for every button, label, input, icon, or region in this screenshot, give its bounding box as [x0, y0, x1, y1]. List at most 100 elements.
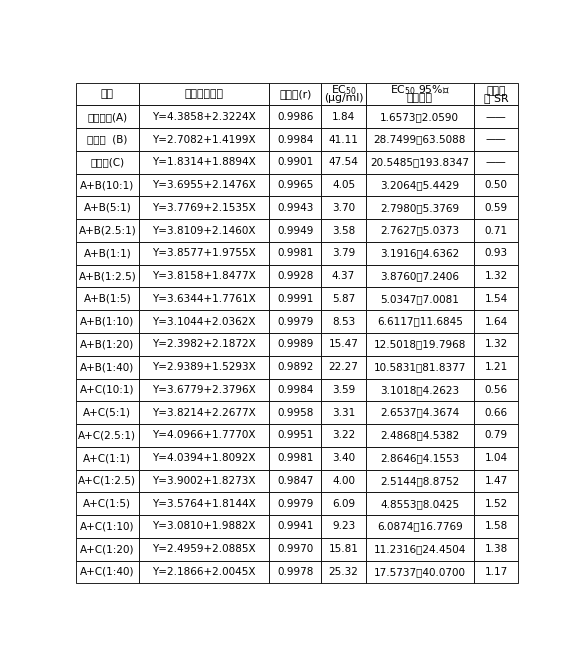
Text: 4.05: 4.05 — [332, 180, 355, 190]
Text: 0.9979: 0.9979 — [277, 499, 314, 509]
Text: Y=2.7082+1.4199X: Y=2.7082+1.4199X — [153, 135, 256, 145]
Bar — [474, 560, 519, 583]
Bar — [321, 492, 366, 515]
Text: 环丙唆醇(A): 环丙唆醇(A) — [88, 112, 128, 122]
Text: Y=3.5764+1.8144X: Y=3.5764+1.8144X — [152, 499, 256, 509]
Text: Y=3.8577+1.9755X: Y=3.8577+1.9755X — [152, 248, 256, 258]
Text: 药剂: 药剂 — [101, 89, 114, 100]
Bar — [270, 492, 321, 515]
Text: 1.21: 1.21 — [484, 362, 508, 372]
Text: 6.0874～16.7769: 6.0874～16.7769 — [377, 521, 463, 531]
Text: A+C(5:1): A+C(5:1) — [84, 408, 132, 418]
Bar — [139, 379, 270, 401]
Text: 增效系: 增效系 — [486, 86, 506, 96]
Text: EC$_{50}$ 95%的: EC$_{50}$ 95%的 — [390, 84, 450, 98]
Text: 1.38: 1.38 — [484, 544, 508, 554]
Text: Y=2.9389+1.5293X: Y=2.9389+1.5293X — [152, 362, 256, 372]
Text: 3.70: 3.70 — [332, 203, 355, 213]
Text: 3.1916～4.6362: 3.1916～4.6362 — [380, 248, 459, 258]
Text: A+B(1:5): A+B(1:5) — [84, 294, 131, 304]
Bar — [270, 197, 321, 219]
Bar — [76, 310, 139, 333]
Bar — [139, 288, 270, 310]
Text: 0.9981: 0.9981 — [277, 453, 314, 463]
Text: 0.9981: 0.9981 — [277, 248, 314, 258]
Bar — [270, 242, 321, 265]
Bar — [474, 401, 519, 424]
Text: ——: —— — [485, 135, 506, 145]
Bar — [321, 310, 366, 333]
Text: 4.00: 4.00 — [332, 476, 355, 486]
Bar — [366, 401, 474, 424]
Bar — [321, 128, 366, 151]
Text: A+B(1:2.5): A+B(1:2.5) — [78, 271, 136, 281]
Bar — [366, 128, 474, 151]
Text: 3.79: 3.79 — [332, 248, 355, 258]
Bar — [76, 265, 139, 288]
Text: 8.53: 8.53 — [332, 317, 355, 327]
Bar — [474, 83, 519, 106]
Text: 0.93: 0.93 — [484, 248, 508, 258]
Bar — [270, 219, 321, 242]
Text: A+C(1:40): A+C(1:40) — [80, 567, 135, 577]
Text: A+C(1:10): A+C(1:10) — [80, 521, 135, 531]
Bar — [270, 469, 321, 492]
Bar — [321, 265, 366, 288]
Bar — [139, 333, 270, 356]
Text: 20.5485～193.8347: 20.5485～193.8347 — [370, 157, 469, 168]
Text: 11.2316～24.4504: 11.2316～24.4504 — [374, 544, 466, 554]
Bar — [366, 83, 474, 106]
Bar — [139, 219, 270, 242]
Bar — [270, 106, 321, 128]
Text: EC$_{50}$: EC$_{50}$ — [331, 84, 357, 98]
Bar — [366, 469, 474, 492]
Bar — [76, 333, 139, 356]
Bar — [321, 424, 366, 447]
Text: Y=2.1866+2.0045X: Y=2.1866+2.0045X — [153, 567, 256, 577]
Bar — [76, 538, 139, 560]
Text: 0.79: 0.79 — [484, 430, 508, 440]
Text: 3.1018～4.2623: 3.1018～4.2623 — [380, 385, 459, 395]
Bar — [366, 106, 474, 128]
Text: A+B(1:40): A+B(1:40) — [80, 362, 135, 372]
Text: 2.7627～5.0373: 2.7627～5.0373 — [380, 226, 459, 236]
Bar — [474, 151, 519, 174]
Bar — [474, 447, 519, 469]
Text: 4.37: 4.37 — [332, 271, 355, 281]
Bar — [321, 83, 366, 106]
Bar — [366, 356, 474, 379]
Text: 0.9970: 0.9970 — [277, 544, 313, 554]
Bar — [321, 242, 366, 265]
Text: Y=3.6955+2.1476X: Y=3.6955+2.1476X — [152, 180, 256, 190]
Bar — [139, 151, 270, 174]
Text: 3.31: 3.31 — [332, 408, 355, 418]
Text: A+C(1:2.5): A+C(1:2.5) — [78, 476, 136, 486]
Text: 0.56: 0.56 — [484, 385, 508, 395]
Text: 0.9958: 0.9958 — [277, 408, 314, 418]
Text: 9.23: 9.23 — [332, 521, 355, 531]
Bar — [76, 379, 139, 401]
Text: 1.64: 1.64 — [484, 317, 508, 327]
Bar — [474, 424, 519, 447]
Bar — [76, 219, 139, 242]
Bar — [270, 560, 321, 583]
Text: 0.9979: 0.9979 — [277, 317, 314, 327]
Text: 置信区间: 置信区间 — [407, 93, 433, 103]
Bar — [366, 560, 474, 583]
Bar — [270, 174, 321, 197]
Text: Y=3.8214+2.2677X: Y=3.8214+2.2677X — [152, 408, 256, 418]
Text: 0.9986: 0.9986 — [277, 112, 314, 122]
Text: 1.58: 1.58 — [484, 521, 508, 531]
Bar — [76, 83, 139, 106]
Text: 5.0347～7.0081: 5.0347～7.0081 — [380, 294, 459, 304]
Text: 2.7980～5.3769: 2.7980～5.3769 — [380, 203, 459, 213]
Text: 5.87: 5.87 — [332, 294, 355, 304]
Text: 0.9901: 0.9901 — [277, 157, 313, 168]
Bar — [474, 538, 519, 560]
Text: 三环唆  (B): 三环唆 (B) — [87, 135, 128, 145]
Bar — [321, 197, 366, 219]
Bar — [474, 219, 519, 242]
Text: A+C(1:5): A+C(1:5) — [84, 499, 132, 509]
Text: A+C(1:1): A+C(1:1) — [84, 453, 132, 463]
Text: 0.9991: 0.9991 — [277, 294, 314, 304]
